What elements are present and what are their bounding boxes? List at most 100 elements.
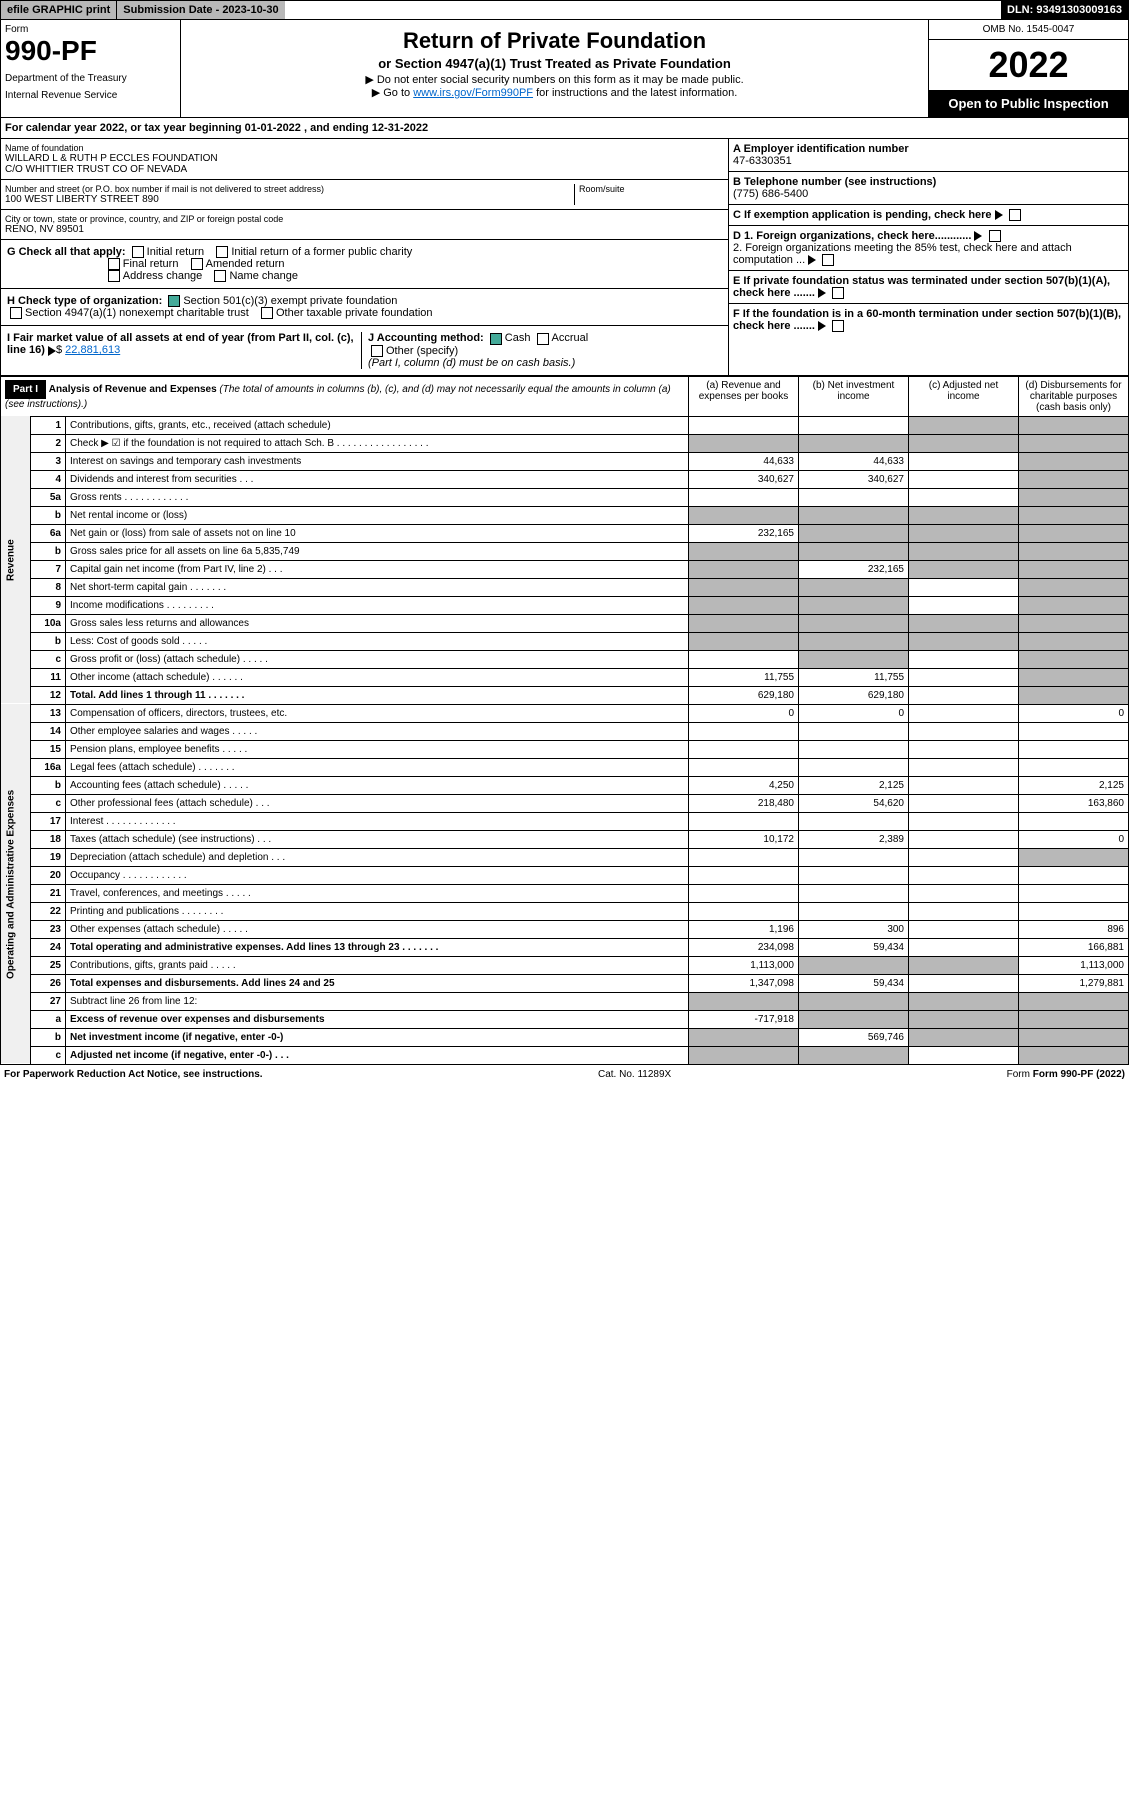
check-d2[interactable] xyxy=(822,254,834,266)
cell-b xyxy=(799,722,909,740)
table-row: 19Depreciation (attach schedule) and dep… xyxy=(1,848,1129,866)
check-initial-former[interactable] xyxy=(216,246,228,258)
submission-date: Submission Date - 2023-10-30 xyxy=(116,1,284,19)
cell-d xyxy=(1019,560,1129,578)
cell-c xyxy=(909,740,1019,758)
irs-link[interactable]: www.irs.gov/Form990PF xyxy=(413,87,533,99)
row-number: c xyxy=(31,650,66,668)
open-public: Open to Public Inspection xyxy=(929,90,1128,117)
row-description: Other expenses (attach schedule) . . . .… xyxy=(66,920,689,938)
efile-label[interactable]: efile GRAPHIC print xyxy=(1,1,116,19)
row-number: 5a xyxy=(31,488,66,506)
table-row: 5aGross rents . . . . . . . . . . . . xyxy=(1,488,1129,506)
table-row: 23Other expenses (attach schedule) . . .… xyxy=(1,920,1129,938)
cell-a: 232,165 xyxy=(689,524,799,542)
top-bar: efile GRAPHIC print Submission Date - 20… xyxy=(0,0,1129,20)
cell-c xyxy=(909,1046,1019,1064)
header-left: Form 990-PF Department of the Treasury I… xyxy=(1,20,181,117)
cell-c xyxy=(909,1010,1019,1028)
check-other-acct[interactable] xyxy=(371,345,383,357)
dept-treasury: Department of the Treasury xyxy=(5,73,176,84)
row-number: 26 xyxy=(31,974,66,992)
row-description: Pension plans, employee benefits . . . .… xyxy=(66,740,689,758)
check-e[interactable] xyxy=(832,287,844,299)
row-number: 18 xyxy=(31,830,66,848)
tax-year: 2022 xyxy=(929,40,1128,90)
cell-d xyxy=(1019,524,1129,542)
cell-b: 2,389 xyxy=(799,830,909,848)
table-row: 22Printing and publications . . . . . . … xyxy=(1,902,1129,920)
cell-d xyxy=(1019,488,1129,506)
check-amended[interactable] xyxy=(191,258,203,270)
cell-b xyxy=(799,848,909,866)
table-row: 27Subtract line 26 from line 12: xyxy=(1,992,1129,1010)
table-row: cOther professional fees (attach schedul… xyxy=(1,794,1129,812)
row-number: 12 xyxy=(31,686,66,704)
cell-b: 44,633 xyxy=(799,452,909,470)
row-description: Accounting fees (attach schedule) . . . … xyxy=(66,776,689,794)
cell-c xyxy=(909,956,1019,974)
cell-d: 1,113,000 xyxy=(1019,956,1129,974)
table-row: 24Total operating and administrative exp… xyxy=(1,938,1129,956)
check-f[interactable] xyxy=(832,320,844,332)
footer: For Paperwork Reduction Act Notice, see … xyxy=(0,1065,1129,1084)
cell-c xyxy=(909,596,1019,614)
city-cell: City or town, state or province, country… xyxy=(1,210,728,240)
check-c[interactable] xyxy=(1009,209,1021,221)
cell-c xyxy=(909,992,1019,1010)
cell-a: 1,196 xyxy=(689,920,799,938)
table-row: 20Occupancy . . . . . . . . . . . . xyxy=(1,866,1129,884)
cell-c xyxy=(909,1028,1019,1046)
calendar-year: For calendar year 2022, or tax year begi… xyxy=(0,118,1129,139)
cell-a: 1,113,000 xyxy=(689,956,799,974)
table-row: bNet investment income (if negative, ent… xyxy=(1,1028,1129,1046)
col-b-header: (b) Net investment income xyxy=(799,376,909,416)
cell-a: 10,172 xyxy=(689,830,799,848)
cell-a xyxy=(689,1046,799,1064)
row-description: Net rental income or (loss) xyxy=(66,506,689,524)
row-number: b xyxy=(31,506,66,524)
arrow-icon xyxy=(818,321,826,331)
check-address[interactable] xyxy=(108,270,120,282)
check-accrual[interactable] xyxy=(537,333,549,345)
cell-c xyxy=(909,542,1019,560)
phone-value: (775) 686-5400 xyxy=(733,188,1124,200)
check-d1[interactable] xyxy=(989,230,1001,242)
check-initial[interactable] xyxy=(132,246,144,258)
cell-d xyxy=(1019,902,1129,920)
cell-c xyxy=(909,668,1019,686)
row-number: 4 xyxy=(31,470,66,488)
row-description: Gross sales price for all assets on line… xyxy=(66,542,689,560)
table-row: 14Other employee salaries and wages . . … xyxy=(1,722,1129,740)
cell-a xyxy=(689,866,799,884)
cell-c xyxy=(909,776,1019,794)
check-501c3[interactable] xyxy=(168,295,180,307)
cell-b: 54,620 xyxy=(799,794,909,812)
check-cash[interactable] xyxy=(490,333,502,345)
check-4947[interactable] xyxy=(10,307,22,319)
cell-c xyxy=(909,812,1019,830)
cell-c xyxy=(909,452,1019,470)
ij-row: I Fair market value of all assets at end… xyxy=(1,326,728,374)
row-number: 20 xyxy=(31,866,66,884)
check-final[interactable] xyxy=(108,258,120,270)
row-number: 16a xyxy=(31,758,66,776)
cell-c xyxy=(909,722,1019,740)
check-other-tax[interactable] xyxy=(261,307,273,319)
table-row: cAdjusted net income (if negative, enter… xyxy=(1,1046,1129,1064)
cell-a xyxy=(689,632,799,650)
table-row: aExcess of revenue over expenses and dis… xyxy=(1,1010,1129,1028)
row-description: Gross sales less returns and allowances xyxy=(66,614,689,632)
cell-b xyxy=(799,812,909,830)
table-row: 9Income modifications . . . . . . . . . xyxy=(1,596,1129,614)
cell-a xyxy=(689,650,799,668)
check-name[interactable] xyxy=(214,270,226,282)
cell-a xyxy=(689,542,799,560)
table-header-row: Part I Analysis of Revenue and Expenses … xyxy=(1,376,1129,416)
cell-d: 896 xyxy=(1019,920,1129,938)
cell-a xyxy=(689,992,799,1010)
cell-c xyxy=(909,560,1019,578)
info-left: Name of foundation WILLARD L & RUTH P EC… xyxy=(1,139,728,375)
fmv-value[interactable]: 22,881,613 xyxy=(65,344,120,356)
arrow-icon xyxy=(974,231,982,241)
